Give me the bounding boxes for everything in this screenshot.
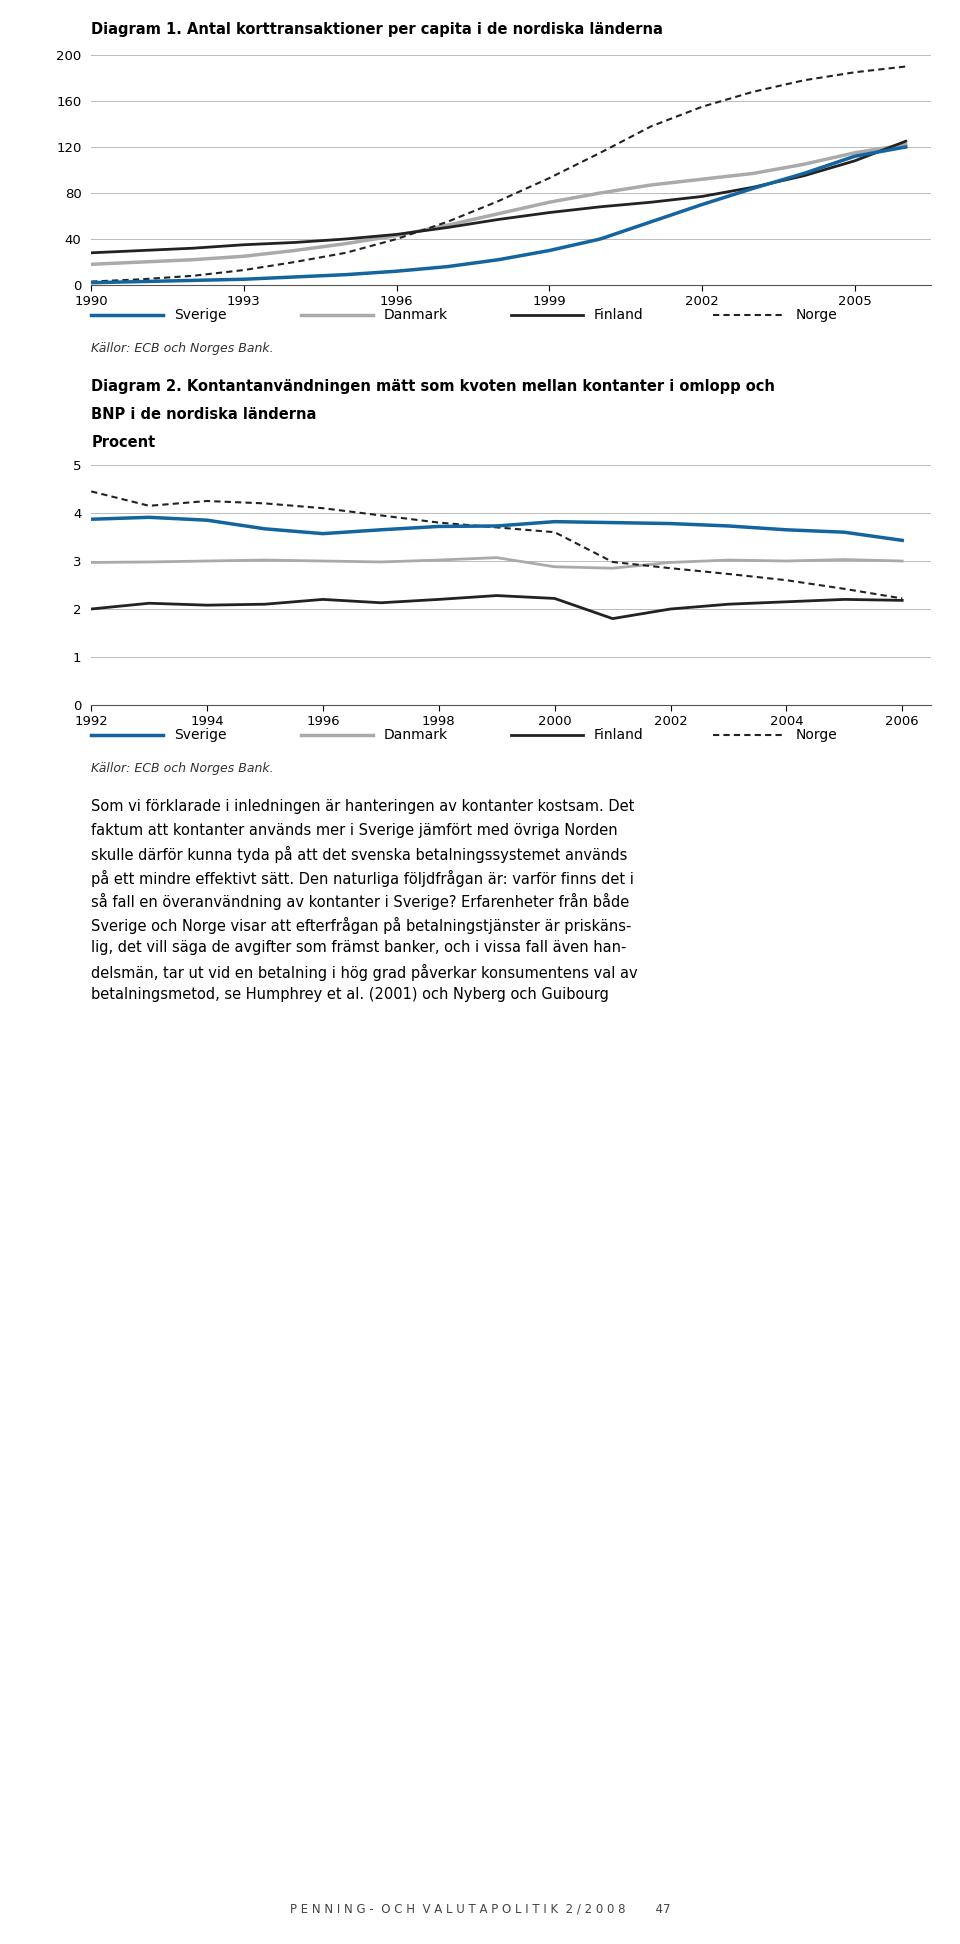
Text: P E N N I N G -  O C H  V A L U T A P O L I T I K  2 / 2 0 0 8        47: P E N N I N G - O C H V A L U T A P O L … — [290, 1903, 670, 1915]
Text: Danmark: Danmark — [384, 727, 448, 743]
Text: på ett mindre effektivt sätt. Den naturliga följdfrågan är: varför finns det i: på ett mindre effektivt sätt. Den naturl… — [91, 869, 634, 886]
Text: faktum att kontanter används mer i Sverige jämfört med övriga Norden: faktum att kontanter används mer i Sveri… — [91, 822, 618, 838]
Text: Danmark: Danmark — [384, 307, 448, 323]
Text: Sverige och Norge visar att efterfrågan på betalningstjänster är priskäns-: Sverige och Norge visar att efterfrågan … — [91, 916, 632, 933]
Text: BNP i de nordiska länderna: BNP i de nordiska länderna — [91, 406, 317, 422]
Text: skulle därför kunna tyda på att det svenska betalningssystemet används: skulle därför kunna tyda på att det sven… — [91, 846, 628, 863]
Text: betalningsmetod, se Humphrey et al. (2001) och Nyberg och Guibourg: betalningsmetod, se Humphrey et al. (200… — [91, 988, 609, 1001]
Text: Källor: ECB och Norges Bank.: Källor: ECB och Norges Bank. — [91, 342, 274, 356]
Text: Procent: Procent — [91, 435, 156, 449]
Text: delsmän, tar ut vid en betalning i hög grad påverkar konsumentens val av: delsmän, tar ut vid en betalning i hög g… — [91, 964, 637, 980]
Text: Diagram 2. Kontantanvändningen mätt som kvoten mellan kontanter i omlopp och: Diagram 2. Kontantanvändningen mätt som … — [91, 379, 775, 395]
Text: Källor: ECB och Norges Bank.: Källor: ECB och Norges Bank. — [91, 762, 274, 776]
Text: Sverige: Sverige — [174, 307, 227, 323]
Text: Norge: Norge — [796, 727, 837, 743]
Text: Finland: Finland — [594, 727, 644, 743]
Text: Diagram 1. Antal korttransaktioner per capita i de nordiska länderna: Diagram 1. Antal korttransaktioner per c… — [91, 21, 663, 37]
Text: Sverige: Sverige — [174, 727, 227, 743]
Text: så fall en överanvändning av kontanter i Sverige? Erfarenheter från både: så fall en överanvändning av kontanter i… — [91, 892, 630, 910]
Text: Norge: Norge — [796, 307, 837, 323]
Text: Som vi förklarade i inledningen är hanteringen av kontanter kostsam. Det: Som vi förklarade i inledningen är hante… — [91, 799, 635, 815]
Text: lig, det vill säga de avgifter som främst banker, och i vissa fall även han-: lig, det vill säga de avgifter som främs… — [91, 941, 627, 955]
Text: Finland: Finland — [594, 307, 644, 323]
